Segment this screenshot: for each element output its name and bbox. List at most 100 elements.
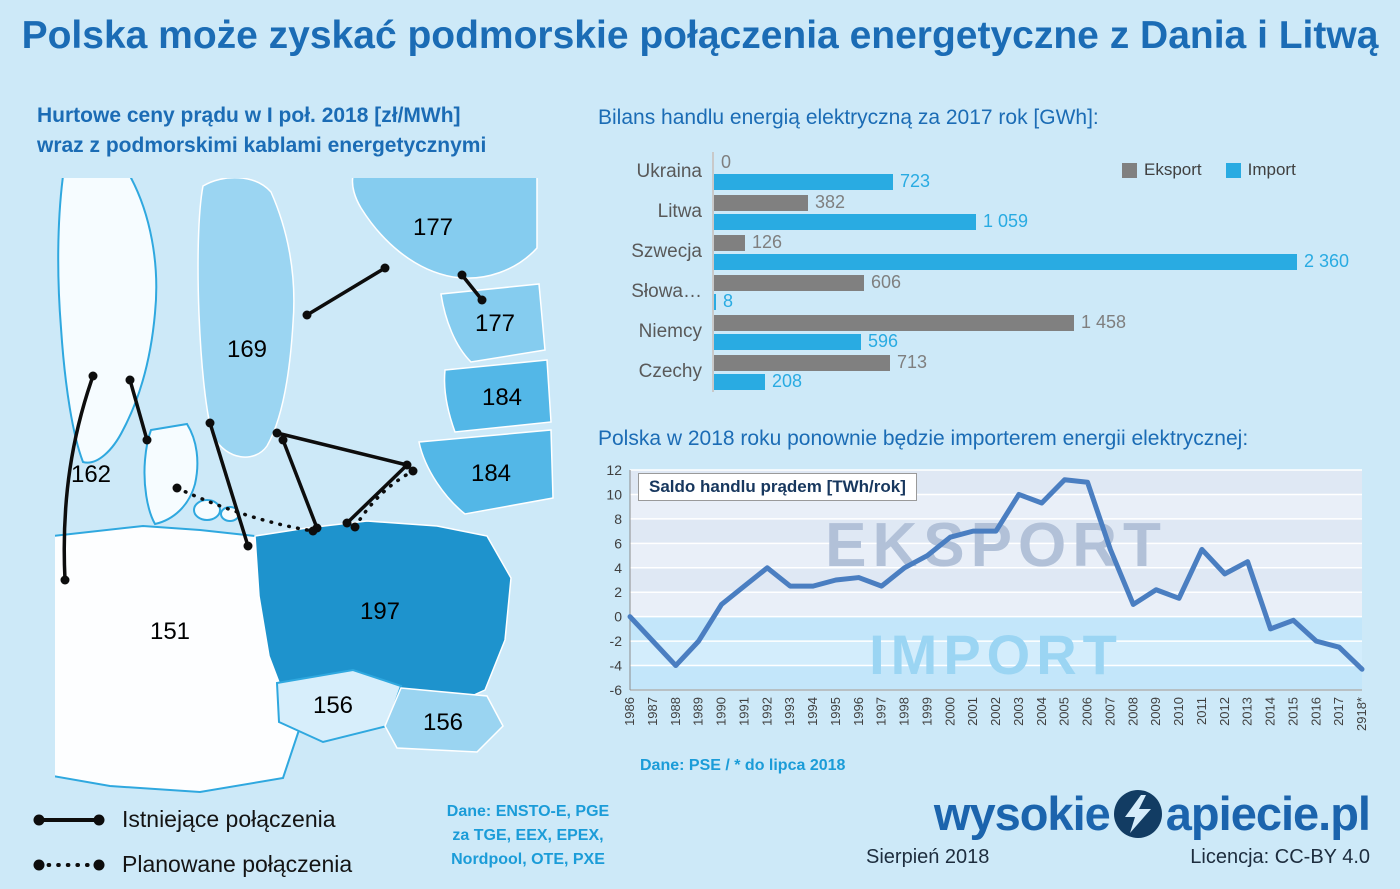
existing-connection-lines — [62, 266, 484, 581]
country-latvia — [443, 359, 552, 433]
country-slovakia — [384, 687, 504, 753]
bar-value-label: 208 — [772, 371, 803, 391]
map-price-norway: 162 — [70, 461, 112, 488]
legend-planned-label: Planowane połączenia — [122, 851, 353, 877]
country-estonia — [440, 283, 546, 363]
y-tick-label: 10 — [606, 486, 622, 502]
bar-chart-rows: Ukraina 0 723 Litwa 382 1 059 Szwecja 126 2 360 S… — [598, 152, 1390, 392]
import-watermark: IMPORT — [869, 623, 1123, 686]
import-legend-label: Import — [1247, 160, 1296, 179]
eksport-swatch-icon — [1122, 162, 1137, 178]
y-tick-label: -2 — [610, 633, 623, 649]
map-subtitle-line1: Hurtowe ceny prądu w I poł. 2018 [zł/MWh… — [37, 104, 461, 127]
bar-chart-title: Bilans handlu energią elektryczną za 201… — [598, 106, 1099, 129]
bar-pair: 382 1 059 — [712, 192, 1390, 232]
denmark-island — [193, 499, 221, 521]
x-tick-label: 2011 — [1194, 697, 1209, 725]
x-tick-label: 1989 — [691, 697, 706, 726]
map-price-germany: 151 — [149, 618, 191, 645]
map-price-finland: 177 — [412, 214, 454, 241]
country-lithuania — [418, 429, 554, 515]
footer-license: Licencja: CC-BY 4.0 — [1190, 846, 1370, 868]
eksport-legend-label: Eksport — [1144, 160, 1202, 179]
bar-eksport — [714, 314, 1074, 331]
x-tick-label: 2006 — [1080, 697, 1095, 726]
bar-eksport — [714, 274, 864, 291]
map-price-estonia: 177 — [474, 310, 516, 337]
legend-existing-label: Istniejące połączenia — [122, 806, 336, 832]
bar-group: Czechy 713 208 — [598, 352, 1390, 392]
bar-eksport — [714, 234, 745, 251]
bar-pair: 0 723 — [712, 152, 1390, 192]
country-sweden — [197, 176, 295, 458]
y-tick-label: 8 — [614, 511, 622, 527]
y-tick-label: -6 — [610, 682, 623, 698]
x-tick-label: 1993 — [782, 697, 797, 726]
x-tick-label: 2010 — [1171, 697, 1186, 726]
bar-value-label: 723 — [900, 171, 931, 191]
y-tick-label: 6 — [614, 535, 622, 551]
bar-value-label: 2 360 — [1304, 251, 1350, 271]
x-tick-label: 1994 — [805, 697, 820, 726]
country-finland — [351, 175, 538, 279]
x-tick-label: 1997 — [874, 697, 889, 726]
x-tick-label: 1991 — [736, 697, 751, 726]
map-source-note: Dane: ENSTO-E, PGE za TGE, EEX, EPEX, No… — [416, 800, 640, 872]
x-tick-label: 1996 — [851, 697, 866, 726]
x-tick-label: 2004 — [1034, 697, 1049, 726]
bar-value-label: 1 458 — [1081, 312, 1127, 332]
x-tick-label: 2013 — [1240, 697, 1255, 726]
x-tick-label: 2012 — [1217, 697, 1232, 726]
bar-category-label: Słowa… — [631, 281, 702, 302]
eksport-watermark: EKSPORT — [825, 511, 1167, 580]
bar-value-label: 713 — [897, 352, 928, 372]
footer-date: Sierpień 2018 — [866, 846, 990, 868]
map-price-sweden: 169 — [226, 336, 268, 363]
x-tick-label: 2002 — [988, 697, 1003, 726]
map-price-slovakia: 156 — [422, 709, 464, 736]
legend-eksport: Eksport — [1122, 160, 1202, 180]
bar-import — [714, 333, 861, 350]
bar-import — [714, 253, 1297, 270]
bar-category-label: Litwa — [657, 201, 702, 222]
bar-value-label: 382 — [815, 192, 846, 212]
country-denmark — [143, 422, 199, 526]
site-logo: wysokie apiecie.pl — [934, 786, 1371, 841]
bar-value-label: 1 059 — [983, 211, 1029, 231]
line-chart-source-note: Dane: PSE / * do lipca 2018 — [640, 757, 846, 774]
bar-value-label: 8 — [723, 291, 734, 311]
dotted-line-icon — [33, 859, 105, 870]
x-tick-label: 1987 — [645, 697, 660, 726]
x-tick-label: 2005 — [1057, 697, 1072, 726]
y-tick-label: 12 — [606, 462, 622, 478]
x-tick-label: 1990 — [714, 697, 729, 726]
y-tick-label: 4 — [614, 560, 622, 576]
bar-value-label: 606 — [871, 272, 902, 292]
connection-endpoint-dots — [60, 263, 487, 585]
bar-category-label: Czechy — [638, 361, 702, 382]
bar-eksport — [714, 354, 890, 371]
planned-connection-lines — [175, 469, 415, 533]
map-price-latvia: 184 — [481, 384, 523, 411]
x-tick-label: 2007 — [1102, 697, 1117, 726]
map-subtitle-line2: wraz z podmorskimi kablami energetycznym… — [37, 134, 487, 158]
bar-category-label: Ukraina — [636, 161, 702, 182]
bar-category-label: Szwecja — [631, 241, 702, 262]
map-price-poland: 197 — [359, 598, 401, 625]
country-poland — [254, 520, 512, 724]
x-tick-label: 2918* — [1354, 697, 1366, 731]
x-tick-label: 1998 — [897, 697, 912, 726]
x-tick-label: 2016 — [1308, 697, 1323, 726]
x-tick-label: 2003 — [1011, 697, 1026, 726]
bar-import — [714, 213, 976, 230]
logo-text-suffix: apiecie.pl — [1165, 787, 1371, 840]
bar-pair: 126 2 360 — [712, 232, 1390, 272]
bar-eksport — [714, 194, 808, 211]
x-tick-label: 2009 — [1148, 697, 1163, 726]
legend-existing-connections: Istniejące połączenia — [30, 797, 352, 842]
bar-group: Słowa… 606 8 — [598, 272, 1390, 312]
bar-value-label: 0 — [721, 152, 732, 172]
map-source-line1: Dane: ENSTO-E, PGE — [446, 803, 610, 820]
y-tick-label: -4 — [610, 658, 623, 674]
